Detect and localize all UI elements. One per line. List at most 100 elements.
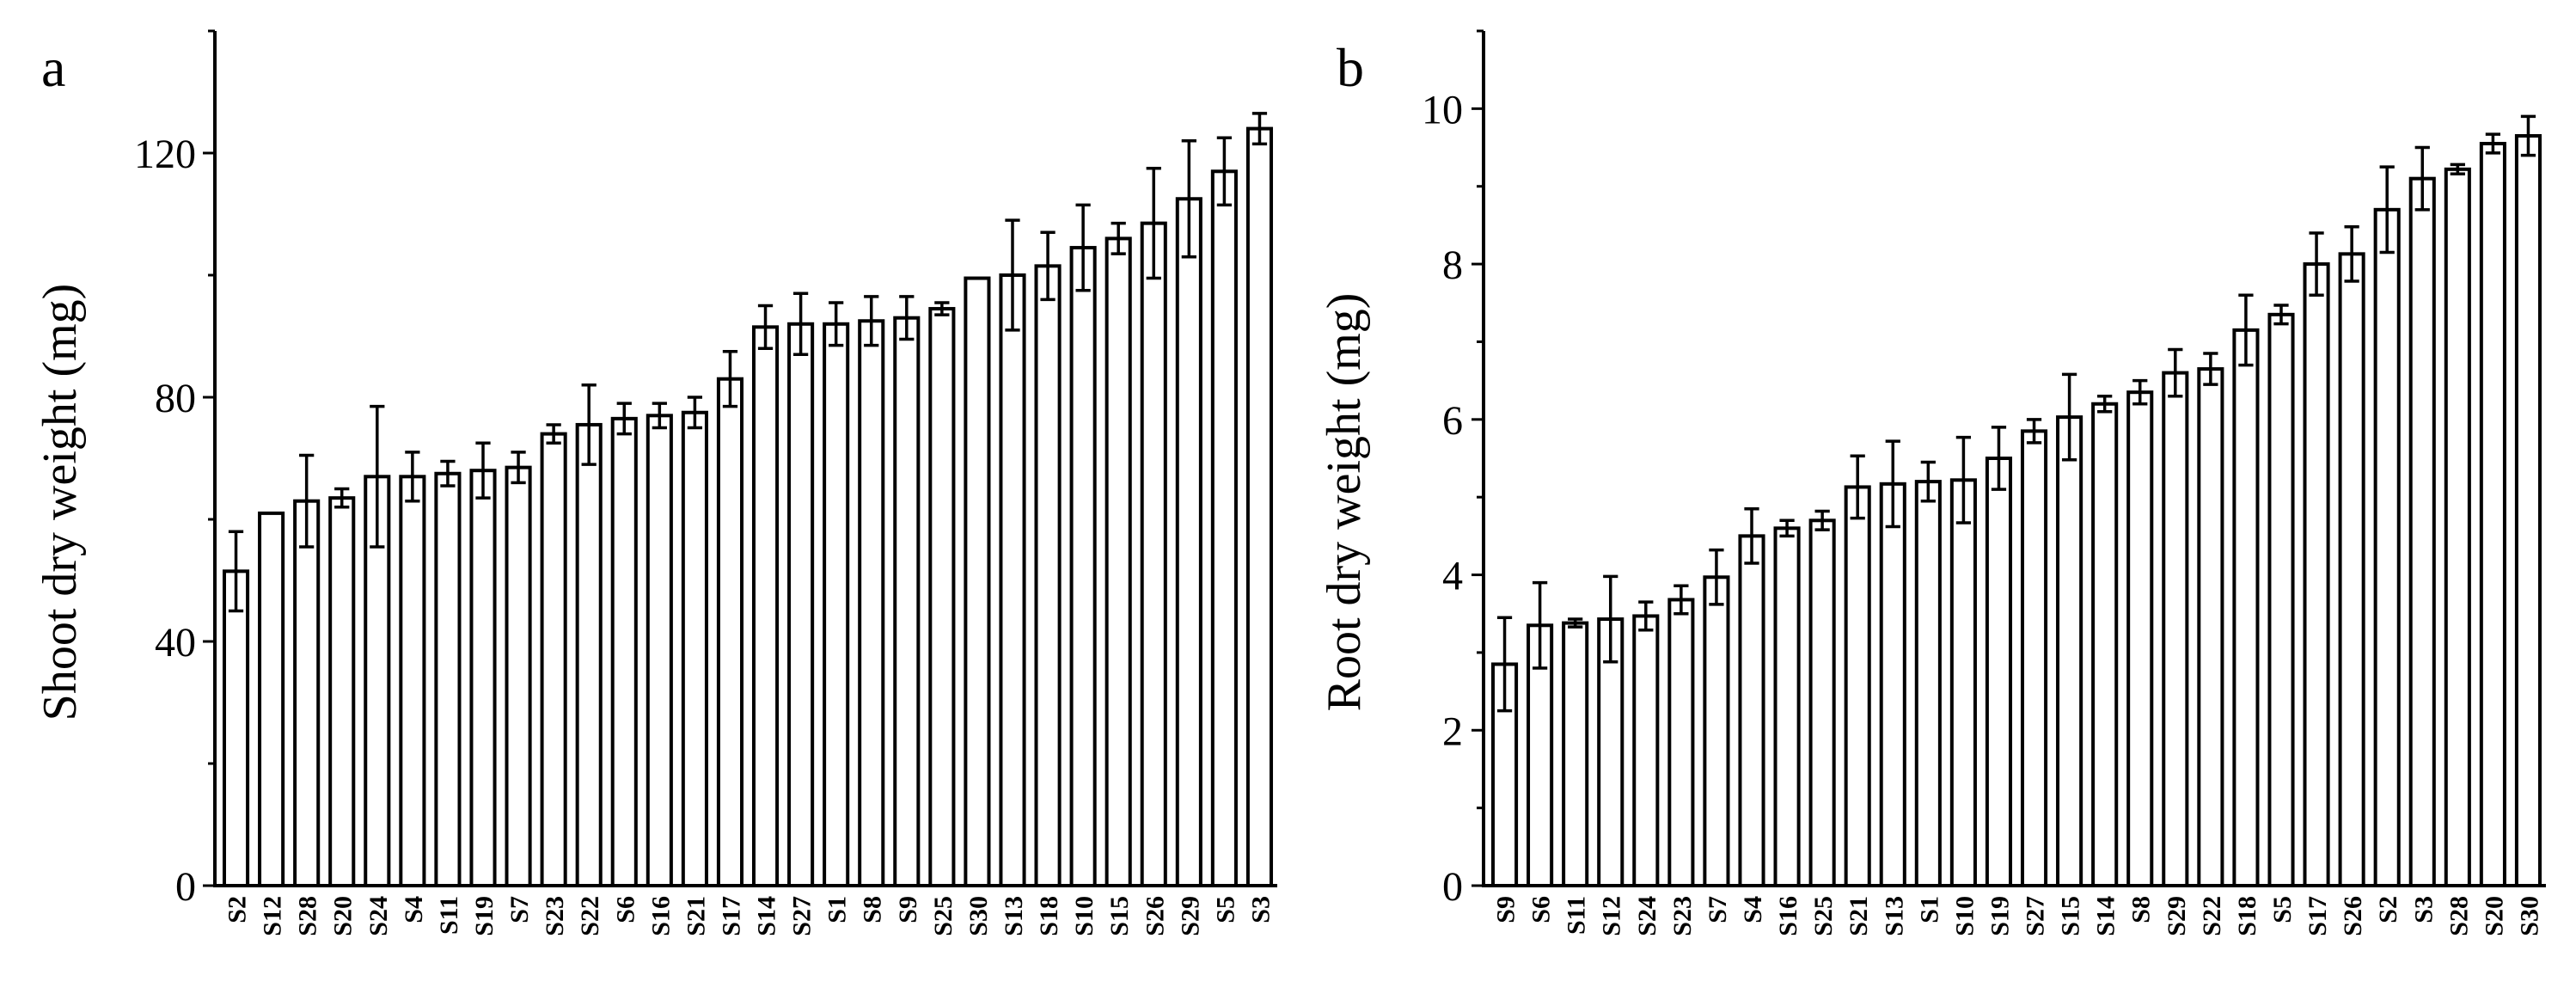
panel-a-x-tick-label-S7: S7 (505, 896, 534, 923)
panel-b-bar-S21 (1844, 485, 1871, 888)
panel-b-x-tick-label-S1: S1 (1915, 896, 1943, 923)
panel-b-x-tick-label-S15: S15 (2057, 896, 2085, 936)
panel-b-x-tick-label-S21: S21 (1845, 896, 1873, 936)
panel-b-y-tick-label: 2 (1442, 709, 1463, 754)
panel-a-bar-S20 (328, 496, 356, 888)
panel-a-bar-S14 (751, 325, 780, 888)
panel-a-x-tick-label-S12: S12 (259, 896, 287, 936)
panel-b-x-tick-label-S4: S4 (1739, 896, 1767, 923)
panel-a-x-tick-label-S17: S17 (717, 896, 745, 936)
panel-b-bar-S3 (2408, 176, 2436, 887)
panel-a-bar-S15 (1104, 236, 1132, 887)
panel-a-bar-S11 (434, 471, 462, 887)
panel-b-x-tick-label-S2: S2 (2374, 896, 2402, 923)
panel-b-bar-S23 (1667, 598, 1695, 887)
panel-a-x-tick-label-S6: S6 (611, 896, 639, 923)
panel-b-x-tick-label-S17: S17 (2304, 896, 2332, 936)
panel-b-x-tick-label-S14: S14 (2092, 896, 2120, 936)
panel-a-x-tick-label-S27: S27 (788, 896, 817, 936)
panel-a-bar-S27 (787, 322, 815, 887)
panel-a-bar-S10 (1069, 246, 1097, 887)
panel-b-bar-S11 (1562, 621, 1589, 887)
panel-b-x-tick-label-S9: S9 (1492, 896, 1521, 923)
panel-a-bar-S26 (1140, 221, 1167, 887)
panel-b-x-tick-label-S11: S11 (1563, 896, 1591, 935)
panel-b-bar-S13 (1879, 482, 1906, 887)
panel-a-x-tick-label-S4: S4 (400, 896, 428, 923)
panel-a-x-tick-label-S15: S15 (1105, 896, 1134, 936)
panel-b-y-tick-label: 4 (1442, 554, 1463, 599)
panel-b-bar-S30 (2514, 133, 2542, 887)
panel-b-bar-S20 (2479, 142, 2506, 887)
panel-b-bar-S15 (2056, 415, 2083, 887)
panel-b-x-tick-label-S26: S26 (2339, 896, 2367, 936)
panel-b-bar-S16 (1773, 526, 1801, 887)
panel-b-x-tick-label-S12: S12 (1598, 896, 1626, 936)
panel-a-x-tick-label-S20: S20 (329, 896, 358, 936)
panel-a-y-tick-label: 80 (155, 376, 196, 421)
panel-b-bar-S18 (2232, 328, 2260, 887)
panel-b-bar-S25 (1808, 518, 1836, 887)
panel-a-x-tick-label-S16: S16 (646, 896, 675, 936)
panel-b-x-tick-label-S24: S24 (1633, 896, 1661, 936)
panel-b-bar-S10 (1949, 478, 1977, 887)
panel-a-bar-S25 (928, 307, 956, 887)
panel-b-bar-S27 (2020, 429, 2048, 887)
panel-b-x-tick-label-S29: S29 (2163, 896, 2191, 936)
panel-b-x-tick-label-S20: S20 (2480, 896, 2508, 936)
panel-b-x-tick-label-S8: S8 (2127, 896, 2156, 923)
panel-b-x-tick-label-S22: S22 (2198, 896, 2226, 936)
panel-b-y-tick-label: 8 (1442, 242, 1463, 288)
panel-a-x-tick-label-S29: S29 (1176, 896, 1204, 936)
panel-a-bar-S1 (823, 322, 850, 887)
panel-a-bar-S17 (716, 377, 744, 887)
panel-b-bar-S7 (1703, 575, 1730, 887)
panel-a-y-tick-label: 0 (175, 864, 196, 910)
panel-a-x-tick-label-S22: S22 (576, 896, 604, 936)
panel-b-bar-S29 (2162, 371, 2189, 888)
panel-a-bar-S16 (646, 414, 673, 887)
panel-b-bar-S26 (2338, 252, 2365, 887)
panel-a-bar-S21 (681, 410, 708, 887)
panel-a-bar-S4 (399, 475, 426, 887)
panel-a-x-tick-label-S23: S23 (541, 896, 569, 936)
panel-b-bar-S19 (1985, 457, 2013, 887)
panel-a-x-tick-label-S13: S13 (1000, 896, 1028, 936)
panel-a-x-tick-label-S3: S3 (1246, 896, 1275, 923)
panel-a-x-tick-label-S9: S9 (894, 896, 922, 923)
panel-a-y-tick-label: 40 (155, 620, 196, 666)
panel-a-y-tick-label: 120 (134, 132, 196, 177)
panel-a-x-tick-label-S10: S10 (1070, 896, 1098, 936)
panel-a-bar-S13 (999, 273, 1026, 887)
panel-b-bar-S22 (2197, 367, 2224, 887)
panel-a-bar-S29 (1175, 197, 1202, 887)
panel-b-x-tick-label-S16: S16 (1774, 896, 1802, 936)
panel-a-bar-S6 (610, 416, 638, 888)
panel-a-x-tick-label-S30: S30 (964, 896, 993, 936)
panel-a-x-tick-label-S1: S1 (823, 896, 852, 923)
panel-b-label: b (1337, 37, 1364, 98)
panel-a-bar-S28 (293, 499, 321, 887)
panel-b-bar-S1 (1914, 480, 1942, 887)
panel-a-x-tick-label-S8: S8 (859, 896, 887, 923)
panel-b-y-tick-label: 0 (1442, 864, 1463, 910)
panel-b-y-tick-label: 10 (1422, 87, 1463, 132)
panel-b-bar-S8 (2126, 390, 2154, 887)
panel-b-x-tick-label-S30: S30 (2515, 896, 2543, 936)
panel-a-bar-S19 (469, 469, 497, 887)
panel-a-bar-S30 (964, 276, 991, 887)
panel-b-x-tick-label-S13: S13 (1880, 896, 1908, 936)
panel-b-x-tick-label-S3: S3 (2409, 896, 2438, 923)
panel-a-bar-S22 (575, 422, 603, 887)
panel-b-bar-S17 (2303, 262, 2330, 888)
panel-b-x-tick-label-S27: S27 (2022, 896, 2050, 936)
panel-a-bar-S12 (258, 511, 285, 888)
panel-b-bar-S14 (2091, 402, 2119, 887)
panel-b-x-tick-label-S18: S18 (2233, 896, 2261, 936)
panel-a-label: a (41, 37, 65, 98)
panel-b-x-tick-label-S5: S5 (2268, 896, 2297, 923)
panel-a-bar-S18 (1034, 264, 1062, 888)
panel-a-bar-S9 (893, 316, 921, 887)
panel-a-x-tick-label-S18: S18 (1035, 896, 1063, 936)
